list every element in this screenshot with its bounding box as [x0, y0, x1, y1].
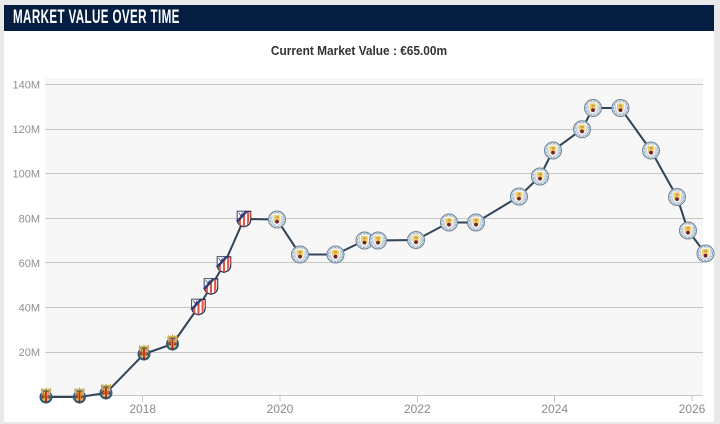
- svg-text:20M: 20M: [19, 347, 40, 359]
- svg-text:2018: 2018: [129, 402, 156, 416]
- svg-text:80M: 80M: [19, 213, 40, 225]
- svg-text:40M: 40M: [19, 302, 40, 314]
- svg-text:2022: 2022: [404, 402, 431, 416]
- svg-text:120M: 120M: [12, 124, 40, 136]
- svg-text:2020: 2020: [267, 402, 294, 416]
- svg-text:2026: 2026: [679, 402, 706, 416]
- svg-text:100M: 100M: [12, 169, 40, 181]
- svg-text:140M: 140M: [12, 80, 40, 92]
- svg-text:60M: 60M: [19, 258, 40, 270]
- svg-text:2024: 2024: [541, 402, 568, 416]
